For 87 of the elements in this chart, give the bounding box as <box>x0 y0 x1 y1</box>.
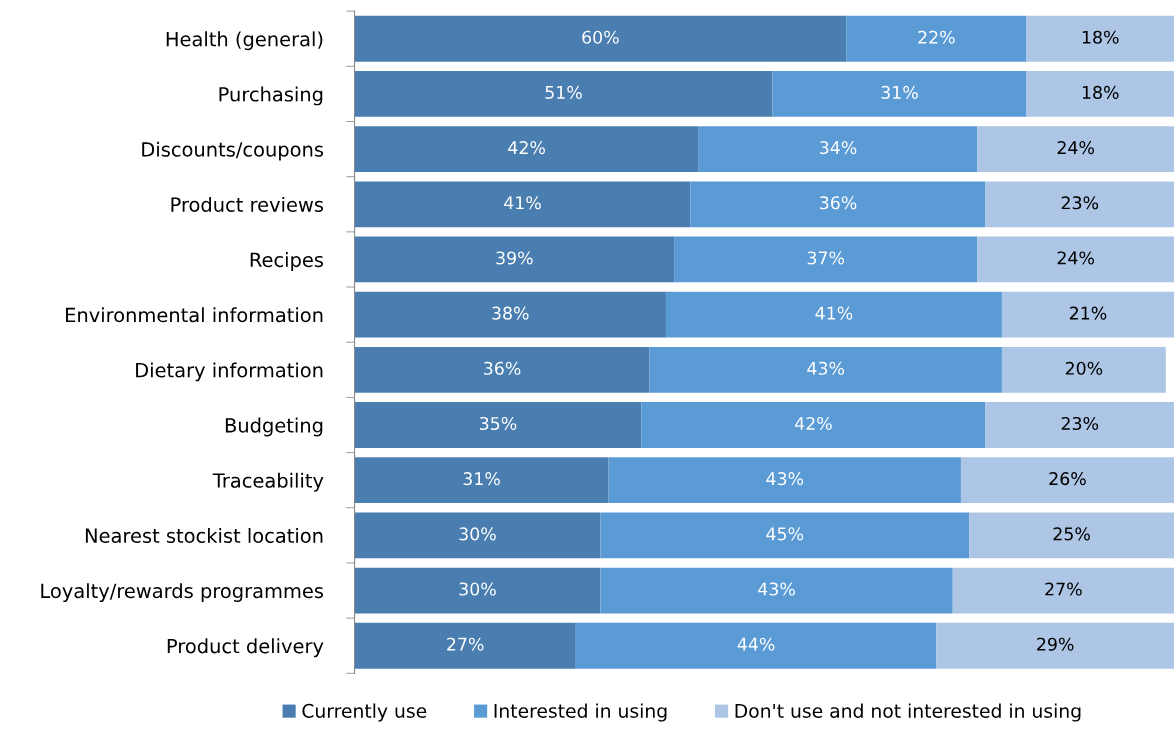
bar <box>575 622 937 669</box>
y-tick-label: Traceability <box>212 472 324 492</box>
data-label: 23% <box>1061 196 1099 210</box>
data-label: 25% <box>1053 527 1090 541</box>
data-label: 30% <box>459 527 496 541</box>
data-label: 43% <box>807 361 845 375</box>
data-label: 22% <box>918 30 955 44</box>
bar <box>960 457 1174 504</box>
bar <box>354 512 601 559</box>
data-label: 35% <box>479 416 517 431</box>
bar <box>354 346 650 393</box>
data-label: 41% <box>815 306 853 320</box>
bar <box>969 512 1174 559</box>
bar <box>977 126 1174 173</box>
data-label: 42% <box>508 141 545 155</box>
data-label: 36% <box>484 361 521 375</box>
bar <box>772 71 1027 117</box>
y-tick-label: Discounts/coupons <box>142 141 324 161</box>
data-label: 44% <box>737 637 775 651</box>
bar <box>936 622 1174 669</box>
data-label: 43% <box>758 582 795 596</box>
bar <box>690 181 986 228</box>
bar <box>1026 71 1174 117</box>
data-label: 34% <box>820 141 857 155</box>
bar <box>354 71 773 117</box>
bar <box>952 567 1174 614</box>
y-tick-label: Environmental information <box>66 307 323 323</box>
data-label: 24% <box>1057 141 1094 155</box>
bar <box>354 126 699 173</box>
bar <box>354 15 847 62</box>
data-label: 38% <box>492 306 529 320</box>
y-tick-label: Product delivery <box>167 638 324 658</box>
bar <box>985 402 1174 448</box>
bar <box>354 622 576 669</box>
data-label: 31% <box>881 85 918 99</box>
y-tick-label: Health (general) <box>166 31 323 51</box>
bar <box>846 15 1027 62</box>
bar <box>1001 346 1166 393</box>
data-label: 42% <box>795 416 832 431</box>
legend-label: Don't use and not interested in using <box>735 703 1081 722</box>
data-label: 18% <box>1082 85 1119 99</box>
bar <box>354 181 691 228</box>
bar <box>649 346 1002 393</box>
y-tick-label: Recipes <box>250 252 324 271</box>
data-label: 51% <box>545 85 582 99</box>
data-label: 23% <box>1061 416 1099 431</box>
data-label: 27% <box>1045 582 1082 596</box>
y-tick-label: Dietary information <box>136 362 323 382</box>
data-label: 60% <box>582 30 619 44</box>
bar <box>354 291 666 338</box>
y-tick-label: Loyalty/rewards programmes <box>41 583 324 602</box>
y-tick-label: Nearest stockist location <box>85 527 323 544</box>
bar <box>354 402 642 448</box>
data-label: 26% <box>1049 472 1086 486</box>
bar <box>641 402 986 448</box>
y-tick-label: Purchasing <box>219 86 323 106</box>
bar <box>698 126 978 173</box>
data-label: 29% <box>1037 637 1074 651</box>
y-tick-label: Product reviews <box>171 196 324 212</box>
data-label: 24% <box>1057 251 1094 265</box>
bar <box>354 567 601 614</box>
bar <box>665 291 1002 338</box>
bar <box>674 236 978 283</box>
bar <box>977 236 1174 283</box>
data-label: 27% <box>447 637 484 651</box>
data-label: 36% <box>820 196 857 210</box>
legend-label: Interested in using <box>494 703 667 722</box>
bar <box>608 457 961 504</box>
data-label: 45% <box>766 527 804 541</box>
data-label: 20% <box>1065 361 1103 375</box>
bar <box>1026 15 1174 62</box>
data-label: 37% <box>807 251 845 265</box>
bar <box>1001 291 1174 338</box>
data-label: 43% <box>766 472 804 486</box>
bar <box>354 236 675 283</box>
bar <box>600 512 970 559</box>
bar <box>985 181 1174 228</box>
y-tick-label: Budgeting <box>225 417 323 437</box>
legend-label: Currently use <box>302 703 427 722</box>
data-label: 39% <box>496 251 533 265</box>
data-label: 31% <box>463 472 500 486</box>
data-label: 41% <box>504 196 541 210</box>
data-label: 18% <box>1082 30 1119 44</box>
data-label: 21% <box>1069 306 1107 320</box>
bar <box>600 567 953 614</box>
bar <box>354 457 609 504</box>
data-label: 30% <box>459 582 496 596</box>
